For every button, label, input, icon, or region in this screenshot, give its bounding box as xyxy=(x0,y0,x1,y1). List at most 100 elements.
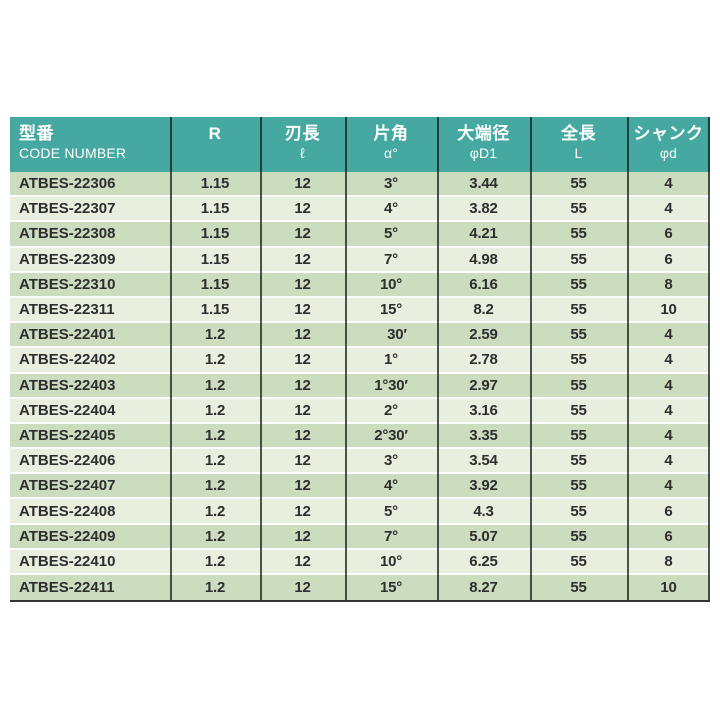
cell-code: ATBES-22311 xyxy=(19,301,115,319)
cell-large-end-dia: 4.98 xyxy=(469,250,498,268)
cell-shank-dia: 4 xyxy=(664,426,673,444)
header-label-code-jp: 型番 xyxy=(19,124,54,143)
cell-radius: 1.2 xyxy=(204,477,226,495)
cell-flute-length: 12 xyxy=(294,301,311,319)
cell-overall-length: 55 xyxy=(570,326,587,344)
cell-code: ATBES-22406 xyxy=(19,452,116,470)
cell-shank-dia: 4 xyxy=(664,401,673,419)
cell-flute-length: 12 xyxy=(294,527,311,545)
table-row: ATBES-22308 1.15 12 5° 4.21 55 6 xyxy=(10,222,710,248)
cell-flute-length: 12 xyxy=(294,452,311,470)
cell-code: ATBES-22404 xyxy=(19,401,116,419)
cell-radius: 1.15 xyxy=(200,301,230,319)
cell-overall-length: 55 xyxy=(570,477,587,495)
cell-flute-length: 12 xyxy=(294,326,311,344)
cell-overall-length: 55 xyxy=(570,527,587,545)
table-row: ATBES-22409 1.2 12 7° 5.07 55 6 xyxy=(10,524,710,550)
cell-large-end-dia: 2.78 xyxy=(469,351,498,369)
cell-half-angle: 15° xyxy=(379,579,403,597)
cell-large-end-dia: 5.07 xyxy=(469,527,498,545)
header-label-large-end-dia-jp: 大端径 xyxy=(457,124,510,143)
cell-code: ATBES-22408 xyxy=(19,502,116,520)
cell-flute-length: 12 xyxy=(294,275,311,293)
header-label-half-angle-sub: α° xyxy=(383,145,399,161)
cell-half-angle: 10° xyxy=(379,552,403,570)
cell-large-end-dia: 3.35 xyxy=(469,426,498,444)
cell-half-angle: 4° xyxy=(384,200,398,218)
cell-radius: 1.2 xyxy=(204,351,226,369)
cell-shank-dia: 4 xyxy=(664,175,673,193)
cell-overall-length: 55 xyxy=(570,175,587,193)
cell-shank-dia: 4 xyxy=(664,351,673,369)
header-label-shank-dia-jp: シャンク xyxy=(633,124,704,143)
table-header: 型番 CODE NUMBER R 刃長 ℓ 片角 α° 大端径 φD1 全長 L… xyxy=(10,117,710,172)
cell-radius: 1.2 xyxy=(204,426,226,444)
cell-large-end-dia: 3.44 xyxy=(469,175,498,193)
cell-code: ATBES-22306 xyxy=(19,175,116,193)
header-label-code-sub: CODE NUMBER xyxy=(19,145,127,161)
table-body: ATBES-22306 1.15 12 3° 3.44 55 4 ATBES-22307 1.1… xyxy=(10,172,710,601)
cell-shank-dia: 6 xyxy=(664,225,673,243)
cell-code: ATBES-22309 xyxy=(19,250,116,268)
cell-code: ATBES-22407 xyxy=(19,477,116,495)
cell-overall-length: 55 xyxy=(570,225,587,243)
cell-half-angle: 2° xyxy=(384,401,398,419)
cell-shank-dia: 8 xyxy=(664,275,673,293)
cell-large-end-dia: 6.25 xyxy=(469,552,498,570)
cell-overall-length: 55 xyxy=(570,579,587,597)
cell-half-angle: 1° xyxy=(384,351,398,369)
table-row: ATBES-22311 1.15 12 15° 8.2 55 10 xyxy=(10,297,710,324)
header-cell-code: 型番 CODE NUMBER xyxy=(10,117,170,172)
cell-code: ATBES-22310 xyxy=(19,275,116,293)
cell-overall-length: 55 xyxy=(570,376,587,394)
cell-flute-length: 12 xyxy=(294,225,311,243)
cell-radius: 1.2 xyxy=(204,552,226,570)
table-row: ATBES-22408 1.2 12 5° 4.3 55 6 xyxy=(10,499,710,525)
cell-code: ATBES-22403 xyxy=(19,376,116,394)
spec-table: 型番 CODE NUMBER R 刃長 ℓ 片角 α° 大端径 φD1 全長 L… xyxy=(10,117,710,603)
cell-shank-dia: 4 xyxy=(664,376,673,394)
cell-shank-dia: 10 xyxy=(660,301,677,319)
cell-shank-dia: 10 xyxy=(660,579,677,597)
cell-half-angle: 4° xyxy=(384,477,398,495)
cell-radius: 1.2 xyxy=(204,527,226,545)
cell-overall-length: 55 xyxy=(570,426,587,444)
cell-flute-length: 12 xyxy=(294,426,311,444)
cell-half-angle: 3° xyxy=(384,452,398,470)
cell-radius: 1.2 xyxy=(204,452,226,470)
cell-shank-dia: 4 xyxy=(664,477,673,495)
cell-flute-length: 12 xyxy=(294,401,311,419)
cell-code: ATBES-22405 xyxy=(19,426,116,444)
cell-flute-length: 12 xyxy=(294,502,311,520)
header-label-overall-length-jp: 全長 xyxy=(561,124,596,143)
table-row: ATBES-22406 1.2 12 3° 3.54 55 4 xyxy=(10,449,710,475)
table-row: ATBES-22310 1.15 12 10° 6.16 55 8 xyxy=(10,272,710,298)
cell-shank-dia: 6 xyxy=(664,527,673,545)
header-label-large-end-dia-sub: φD1 xyxy=(469,145,498,161)
cell-half-angle: 3° xyxy=(384,175,398,193)
cell-overall-length: 55 xyxy=(570,401,587,419)
cell-radius: 1.2 xyxy=(204,326,226,344)
header-cell-flute-length: 刃長 ℓ xyxy=(260,117,345,172)
cell-large-end-dia: 3.92 xyxy=(469,477,498,495)
cell-radius: 1.15 xyxy=(200,275,230,293)
cell-radius: 1.15 xyxy=(200,200,230,218)
cell-shank-dia: 4 xyxy=(664,452,673,470)
cell-overall-length: 55 xyxy=(570,275,587,293)
cell-radius: 1.15 xyxy=(200,225,230,243)
cell-code: ATBES-22410 xyxy=(19,552,116,570)
cell-flute-length: 12 xyxy=(294,552,311,570)
table-row: ATBES-22404 1.2 12 2° 3.16 55 4 xyxy=(10,398,710,424)
cell-overall-length: 55 xyxy=(570,552,587,570)
cell-half-angle: 7° xyxy=(384,250,398,268)
cell-half-angle: 5° xyxy=(384,225,398,243)
cell-overall-length: 55 xyxy=(570,301,587,319)
cell-half-angle: 1°30′ xyxy=(374,376,408,394)
header-label-overall-length-sub: L xyxy=(574,145,583,161)
cell-half-angle: 7° xyxy=(384,527,398,545)
cell-code: ATBES-22401 xyxy=(19,326,116,344)
table-row: ATBES-22407 1.2 12 4° 3.92 55 4 xyxy=(10,474,710,500)
cell-overall-length: 55 xyxy=(570,200,587,218)
header-cell-large-end-dia: 大端径 φD1 xyxy=(437,117,530,172)
cell-half-angle: 10° xyxy=(379,275,403,293)
